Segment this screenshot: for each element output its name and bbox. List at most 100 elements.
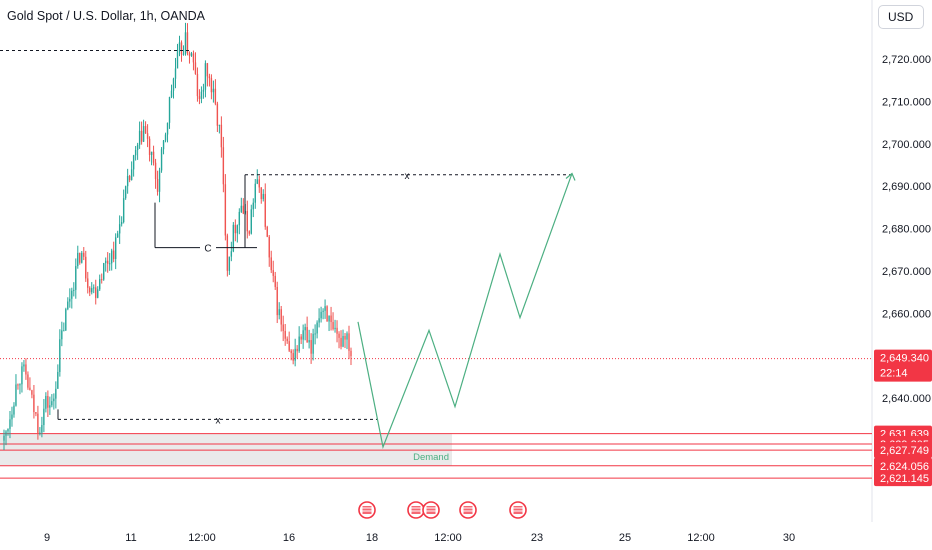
- candle-body: [314, 333, 316, 335]
- candle-body: [282, 324, 284, 332]
- candle-body: [5, 431, 7, 436]
- candle-body: [276, 286, 278, 316]
- candle-body: [230, 251, 233, 257]
- candle-body: [65, 309, 67, 331]
- candle-body: [208, 76, 211, 79]
- event-flag-icon[interactable]: [459, 501, 477, 519]
- candle-body: [128, 176, 131, 181]
- candle-body: [19, 384, 21, 386]
- candle-body: [23, 364, 25, 367]
- candle-body: [59, 339, 61, 372]
- candle-body: [97, 289, 99, 298]
- candle-body: [81, 252, 83, 263]
- candle-body: [192, 53, 195, 63]
- candle-body: [250, 209, 252, 234]
- candle-body: [200, 91, 203, 99]
- price-tick-label: 2,710.000: [882, 96, 931, 108]
- candle-body: [55, 388, 57, 399]
- candle-body: [248, 231, 250, 234]
- event-flag-icon[interactable]: [509, 501, 527, 519]
- level-price-tag[interactable]: 2,621.145: [874, 470, 932, 487]
- candle-body: [190, 53, 193, 56]
- candle-body: [284, 331, 286, 339]
- level-price-tag-bg: [874, 470, 932, 487]
- event-flag-icon[interactable]: [422, 501, 440, 519]
- candle-body: [308, 340, 310, 343]
- candle-body: [328, 315, 330, 322]
- candle-body: [182, 53, 185, 55]
- time-tick-label: 12:00: [434, 532, 462, 544]
- price-tick-label: 2,720.000: [882, 54, 931, 66]
- level-price-tag[interactable]: 2,627.749: [874, 442, 932, 459]
- c-label: C: [204, 244, 211, 255]
- price-tick-label: 2,700.000: [882, 139, 931, 151]
- candle-body: [318, 318, 320, 323]
- candle-body: [105, 260, 107, 264]
- candle-body: [31, 390, 33, 395]
- level-price-tag[interactable]: 2,624.056: [874, 457, 932, 474]
- level-price-tag-bg: [874, 442, 932, 459]
- forecast-arrowhead: [565, 172, 576, 181]
- candle-body: [63, 330, 65, 332]
- candle-body: [304, 327, 306, 331]
- level-price-tag-text: 2,627.749: [880, 445, 929, 457]
- candle-body: [75, 266, 77, 290]
- candle-body: [37, 413, 39, 433]
- candle-body: [17, 384, 19, 386]
- candle-body: [41, 425, 43, 433]
- candle-body: [238, 211, 241, 226]
- candle-body: [206, 63, 209, 77]
- candle-body: [242, 205, 245, 214]
- candle-body: [266, 226, 268, 237]
- event-flag-icon[interactable]: [407, 501, 425, 519]
- candle-body: [9, 419, 11, 429]
- event-flag-icon[interactable]: [358, 501, 376, 519]
- candle-body: [156, 178, 159, 192]
- forecast-path: [357, 173, 573, 450]
- annotation-layer: x Cx: [0, 50, 572, 426]
- candle-body: [316, 322, 318, 334]
- candle-body: [344, 336, 346, 340]
- event-flag-body: [426, 506, 436, 514]
- price-tick-label: 2,690.000: [882, 181, 931, 193]
- candle-body: [198, 96, 201, 99]
- candle-body: [27, 374, 29, 388]
- candle-body: [148, 138, 151, 155]
- price-tick-label: 2,670.000: [882, 266, 931, 278]
- current-price-tag[interactable]: 2,649.340 22:14: [874, 349, 932, 382]
- time-tick-label: 30: [783, 532, 795, 544]
- candle-body: [122, 198, 125, 223]
- candle-body: [292, 353, 294, 361]
- candle-body: [202, 89, 205, 92]
- candle-body: [136, 144, 139, 151]
- candle-body: [45, 395, 47, 409]
- level-price-tag-bg: [874, 457, 932, 474]
- candle-body: [176, 51, 179, 69]
- price-axis[interactable]: 2,720.000 2,710.000 2,700.000 2,690.000 2,68…: [874, 54, 932, 487]
- event-flag-body: [513, 506, 523, 514]
- candle-body: [29, 387, 31, 391]
- candle-body: [170, 90, 173, 98]
- candle-body: [186, 32, 189, 53]
- candle-body: [290, 350, 292, 354]
- candle-body: [79, 252, 81, 263]
- time-tick-label: 18: [366, 532, 378, 544]
- candle-body: [158, 170, 161, 192]
- candle-body: [278, 309, 280, 316]
- candle-body: [300, 336, 302, 340]
- candle-body: [110, 250, 113, 264]
- candle-body: [310, 340, 312, 354]
- time-axis[interactable]: 9 11 12:00 16 18 12:00 23 25 12:00 30: [44, 532, 795, 544]
- candle-body: [146, 133, 149, 139]
- currency-button[interactable]: USD: [878, 5, 924, 29]
- time-tick-label: 23: [531, 532, 543, 544]
- event-icons-layer[interactable]: [358, 501, 527, 519]
- candle-body: [142, 126, 145, 142]
- candle-body: [264, 193, 266, 227]
- candle-body: [112, 250, 115, 259]
- time-tick-label: 16: [283, 532, 295, 544]
- candle-body: [334, 327, 336, 330]
- candle-body: [340, 337, 342, 347]
- candle-body: [140, 130, 143, 142]
